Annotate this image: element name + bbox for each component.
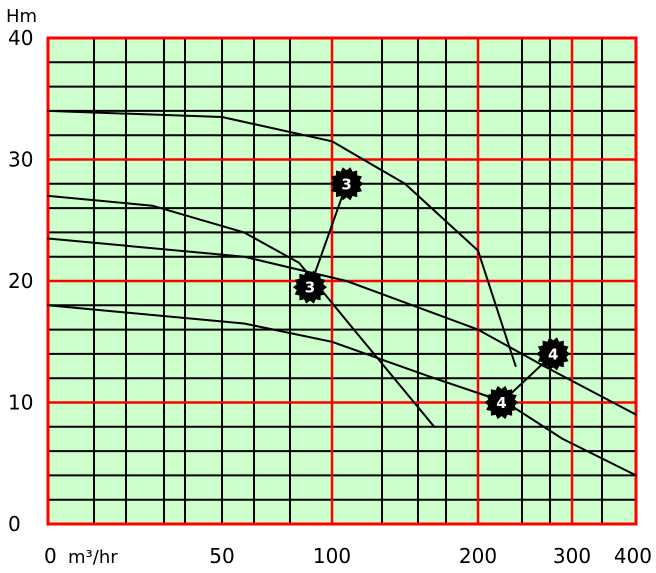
marker-link <box>309 183 348 288</box>
x-tick-label: 0 <box>44 544 57 568</box>
marker-label: 4 <box>548 345 558 363</box>
marker-label: 4 <box>496 394 506 412</box>
marker-4: 4 <box>536 337 571 371</box>
markers: 3 3 4 4 <box>293 167 571 420</box>
y-tick-labels: 0 10 20 30 40 <box>8 26 33 536</box>
curve-4 <box>47 304 637 477</box>
x-tick-labels: 0 50 100 200 300 400 <box>44 544 652 568</box>
marker-label: 3 <box>341 175 351 193</box>
marker-3: 3 <box>329 167 364 201</box>
curve-2 <box>47 194 436 428</box>
marker-badge <box>329 167 364 201</box>
y-tick-label: 30 <box>8 148 33 172</box>
curves <box>47 109 637 477</box>
marker-label: 3 <box>305 279 315 297</box>
y-tick-label: 20 <box>8 269 33 293</box>
y-tick-label: 40 <box>8 26 33 50</box>
plot-frame <box>46 36 638 526</box>
y-tick-label: 0 <box>8 512 21 536</box>
marker-badge <box>293 270 327 304</box>
x-axis-unit: m³/hr <box>68 547 118 568</box>
marker-badge <box>536 337 571 371</box>
x-tick-label: 400 <box>614 544 652 568</box>
curve-1 <box>47 109 517 367</box>
curve-3 <box>47 237 637 416</box>
marker-3: 3 <box>293 270 327 304</box>
x-tick-label: 200 <box>459 544 497 568</box>
x-tick-label: 50 <box>209 544 234 568</box>
x-tick-label: 100 <box>313 544 351 568</box>
marker-badge <box>484 385 519 420</box>
x-tick-label: 300 <box>553 544 591 568</box>
y-axis-label: Hm <box>6 6 37 27</box>
y-tick-label: 10 <box>8 391 33 415</box>
marker-4: 4 <box>484 385 519 420</box>
